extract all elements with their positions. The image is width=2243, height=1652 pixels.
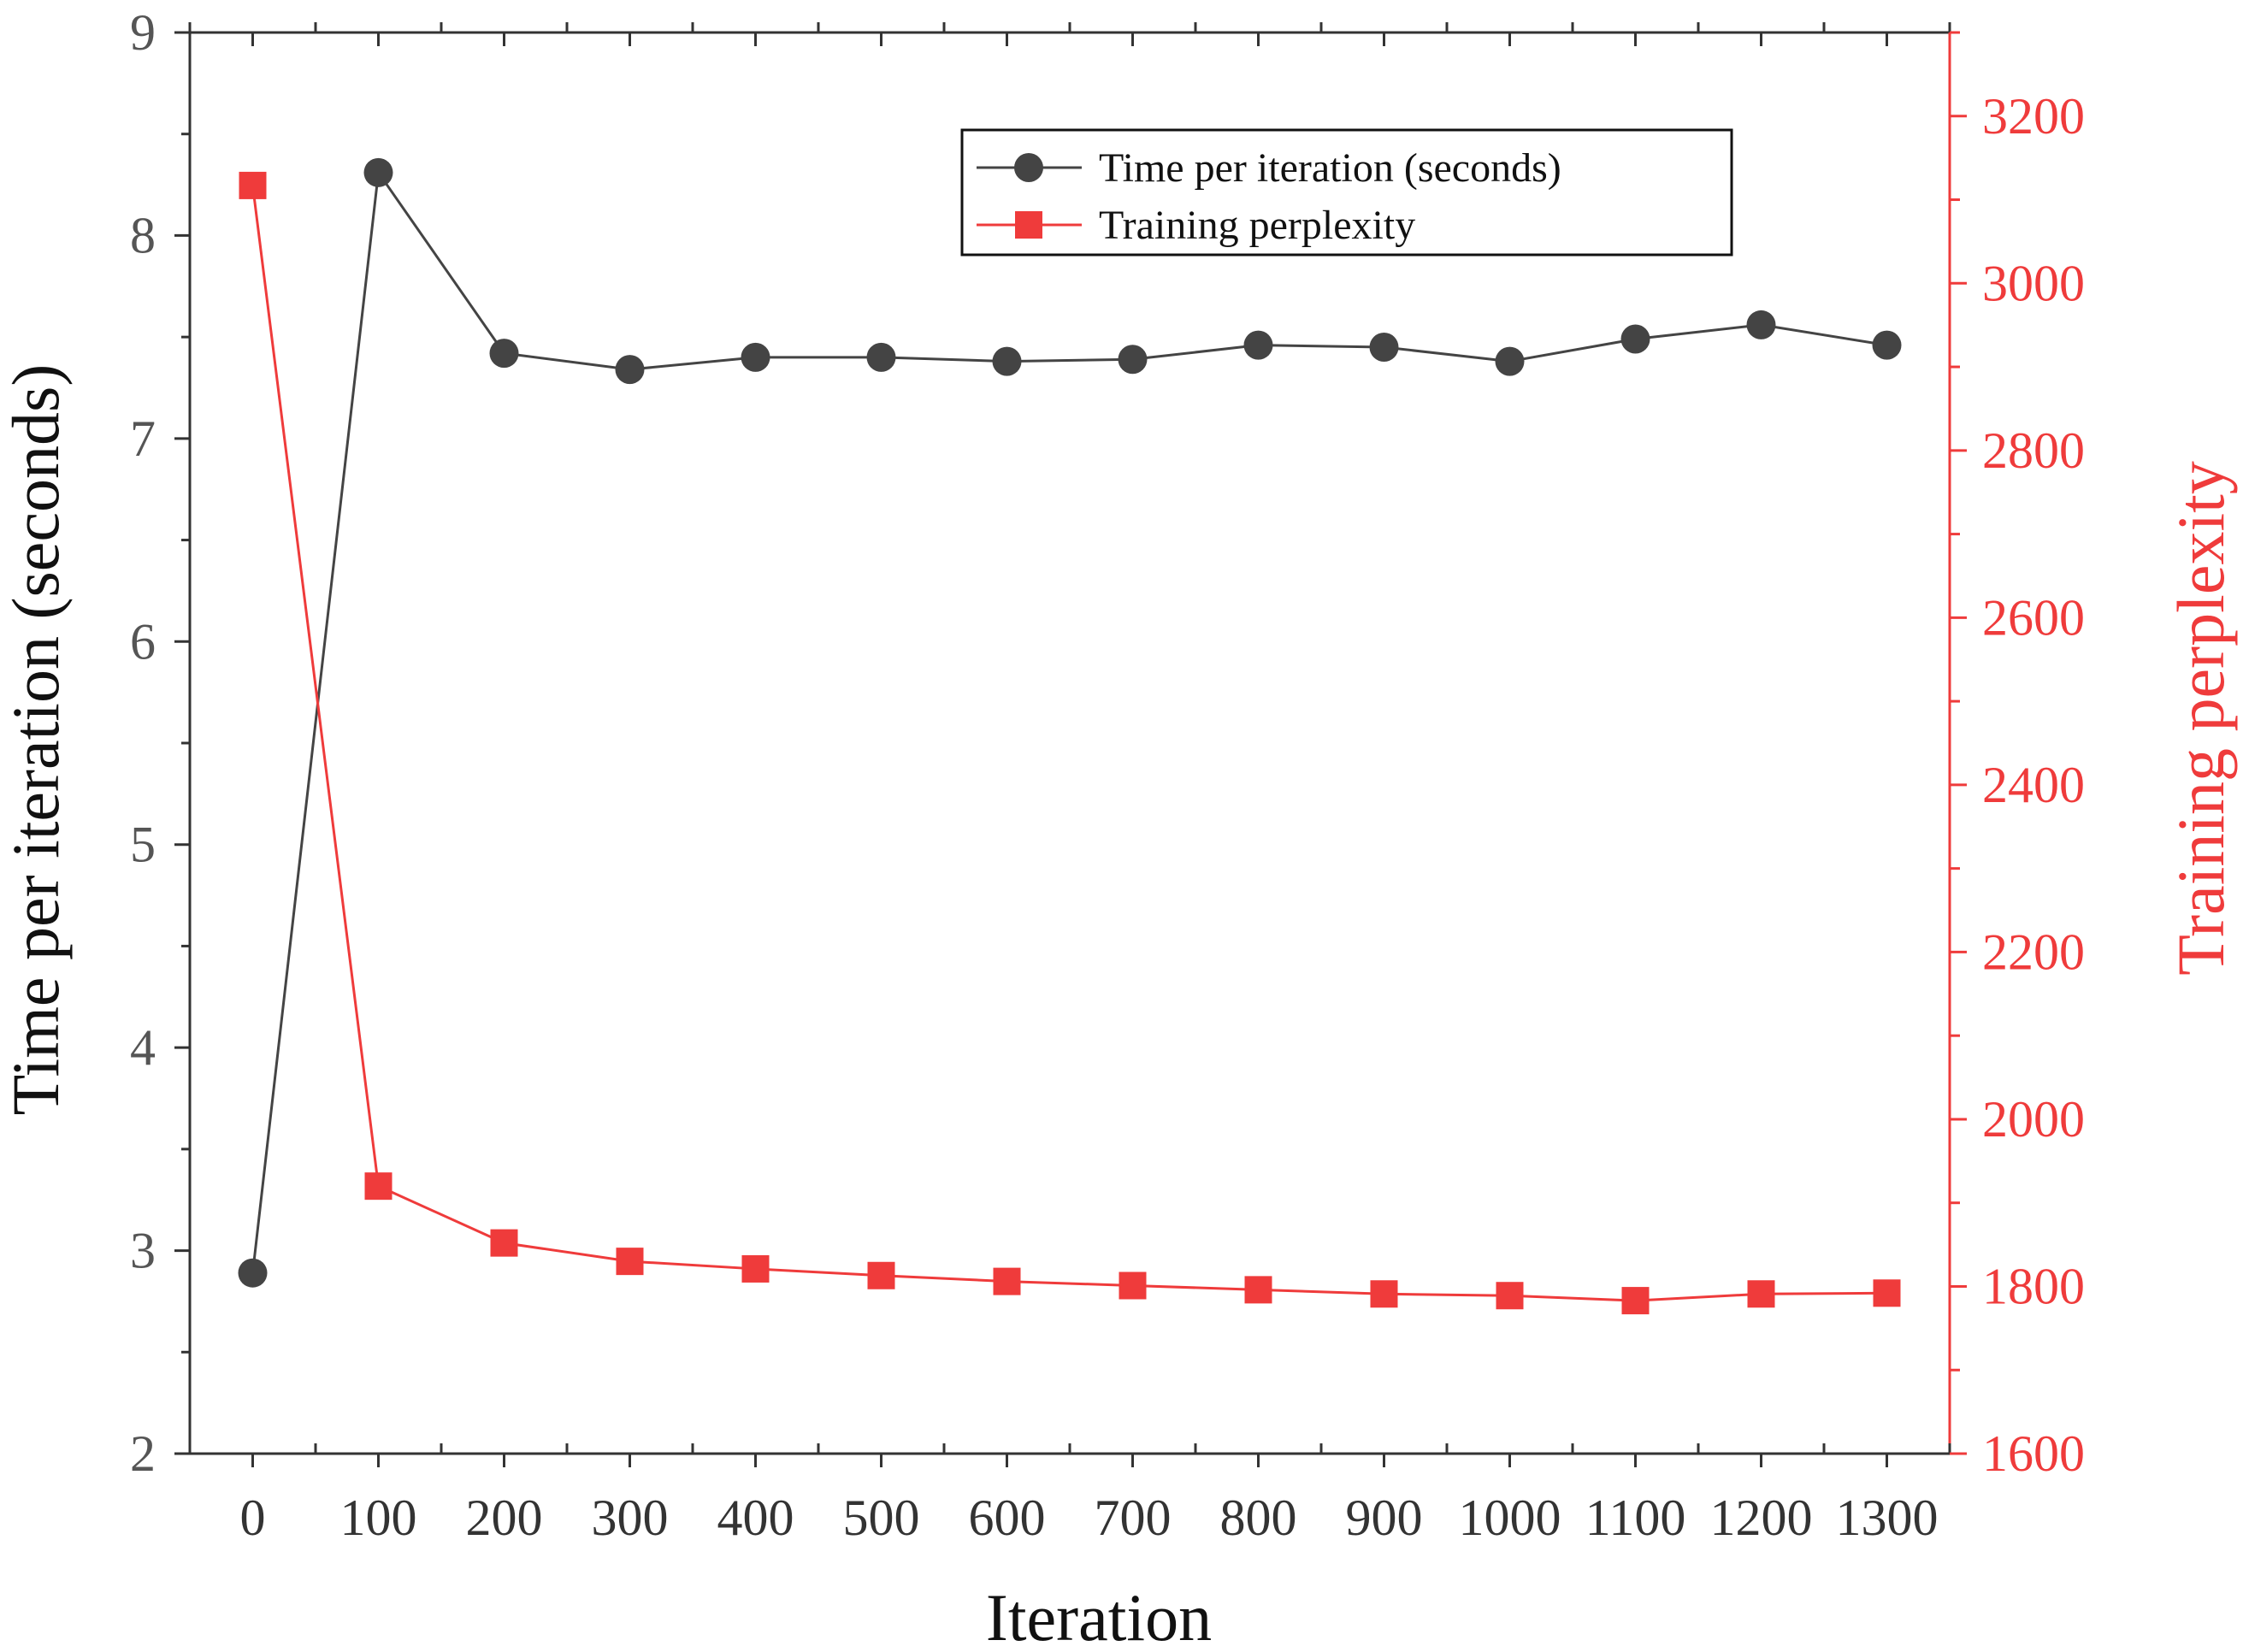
x-tick-label: 800 [1220, 1490, 1297, 1546]
legend: Time per iteration (seconds) Training pe… [960, 128, 1733, 257]
data-point-perplexity [741, 1254, 770, 1283]
legend-marker-perplexity [1015, 211, 1042, 239]
data-point-time [238, 1258, 268, 1288]
x-tick-label: 1300 [1836, 1490, 1939, 1546]
legend-marker-time [1014, 153, 1043, 182]
data-point-perplexity [1621, 1287, 1650, 1315]
y-left-axis-title: Time per iteration (seconds) [0, 364, 73, 1116]
data-point-time [866, 342, 896, 372]
y-right-axis-title: Training perplexity [2163, 461, 2238, 976]
y-right-tick-label: 1800 [1982, 1258, 2085, 1314]
x-tick-label: 500 [843, 1490, 920, 1546]
x-axis-title: Iteration [986, 1580, 1212, 1652]
y-right-tick-label: 2200 [1982, 923, 2085, 980]
x-tick-label: 1100 [1585, 1490, 1686, 1546]
data-point-time [1369, 333, 1399, 363]
legend-label-perplexity: Training perplexity [1099, 203, 1415, 248]
x-tick-label: 1000 [1459, 1490, 1561, 1546]
y-right-tick-label: 2400 [1982, 757, 2085, 813]
x-tick-label: 600 [969, 1490, 1046, 1546]
data-point-perplexity [1873, 1279, 1901, 1307]
data-point-time [489, 339, 519, 369]
x-tick-label: 900 [1346, 1490, 1423, 1546]
data-point-perplexity [239, 171, 267, 199]
x-tick-label: 1200 [1710, 1490, 1813, 1546]
axes-layer: 0 100 200 300 400 500 600 700 800 900 1000 1100 1200… [130, 4, 2085, 1546]
y-right-tick-label: 3200 [1982, 88, 2085, 145]
y-right-tick-label: 1600 [1982, 1425, 2085, 1482]
data-point-perplexity [1370, 1280, 1398, 1308]
data-point-time [1243, 330, 1273, 360]
y-left-tick-label: 6 [130, 613, 156, 670]
y-right-tick-label: 3000 [1982, 255, 2085, 311]
x-tick-label: 700 [1095, 1490, 1172, 1546]
data-point-perplexity [993, 1267, 1021, 1295]
data-point-time [363, 157, 393, 187]
data-point-perplexity [616, 1248, 644, 1276]
data-point-time [741, 342, 770, 372]
y-left-tick-label: 3 [130, 1223, 156, 1279]
data-point-time [1746, 310, 1776, 339]
x-tick-label: 200 [466, 1490, 543, 1546]
y-left-tick-label: 9 [130, 4, 156, 61]
data-point-time [1495, 346, 1525, 376]
legend-box [960, 128, 1733, 257]
data-point-time [1118, 345, 1148, 375]
series-line-time [251, 168, 1887, 1273]
data-point-perplexity [364, 1172, 393, 1201]
y-right-tick-label: 2000 [1982, 1091, 2085, 1148]
y-right-tick-label: 2800 [1982, 422, 2085, 479]
data-point-perplexity [1747, 1280, 1775, 1308]
x-tick-label: 0 [240, 1490, 266, 1546]
x-tick-label: 400 [717, 1490, 794, 1546]
y-right-tick-label: 2600 [1982, 589, 2085, 646]
x-tick-label: 100 [340, 1490, 417, 1546]
series-line-perplexity [251, 185, 1887, 1302]
x-tick-label: 300 [592, 1490, 669, 1546]
data-point-time [992, 346, 1022, 376]
data-point-time [615, 355, 645, 385]
y-left-tick-label: 7 [130, 410, 156, 467]
y-left-tick-label: 4 [130, 1019, 156, 1076]
y-left-tick-label: 2 [130, 1425, 156, 1482]
data-point-perplexity [490, 1229, 518, 1257]
data-point-time [1872, 330, 1902, 360]
data-point-perplexity [1496, 1282, 1524, 1310]
data-point-perplexity [1244, 1276, 1272, 1304]
data-point-time [1620, 324, 1650, 354]
legend-label-time: Time per iteration (seconds) [1099, 145, 1561, 191]
y-left-tick-label: 5 [130, 817, 156, 873]
data-point-perplexity [1119, 1271, 1147, 1300]
y-left-tick-label: 8 [130, 207, 156, 263]
series-layer [238, 157, 1902, 1315]
data-point-perplexity [867, 1261, 895, 1289]
